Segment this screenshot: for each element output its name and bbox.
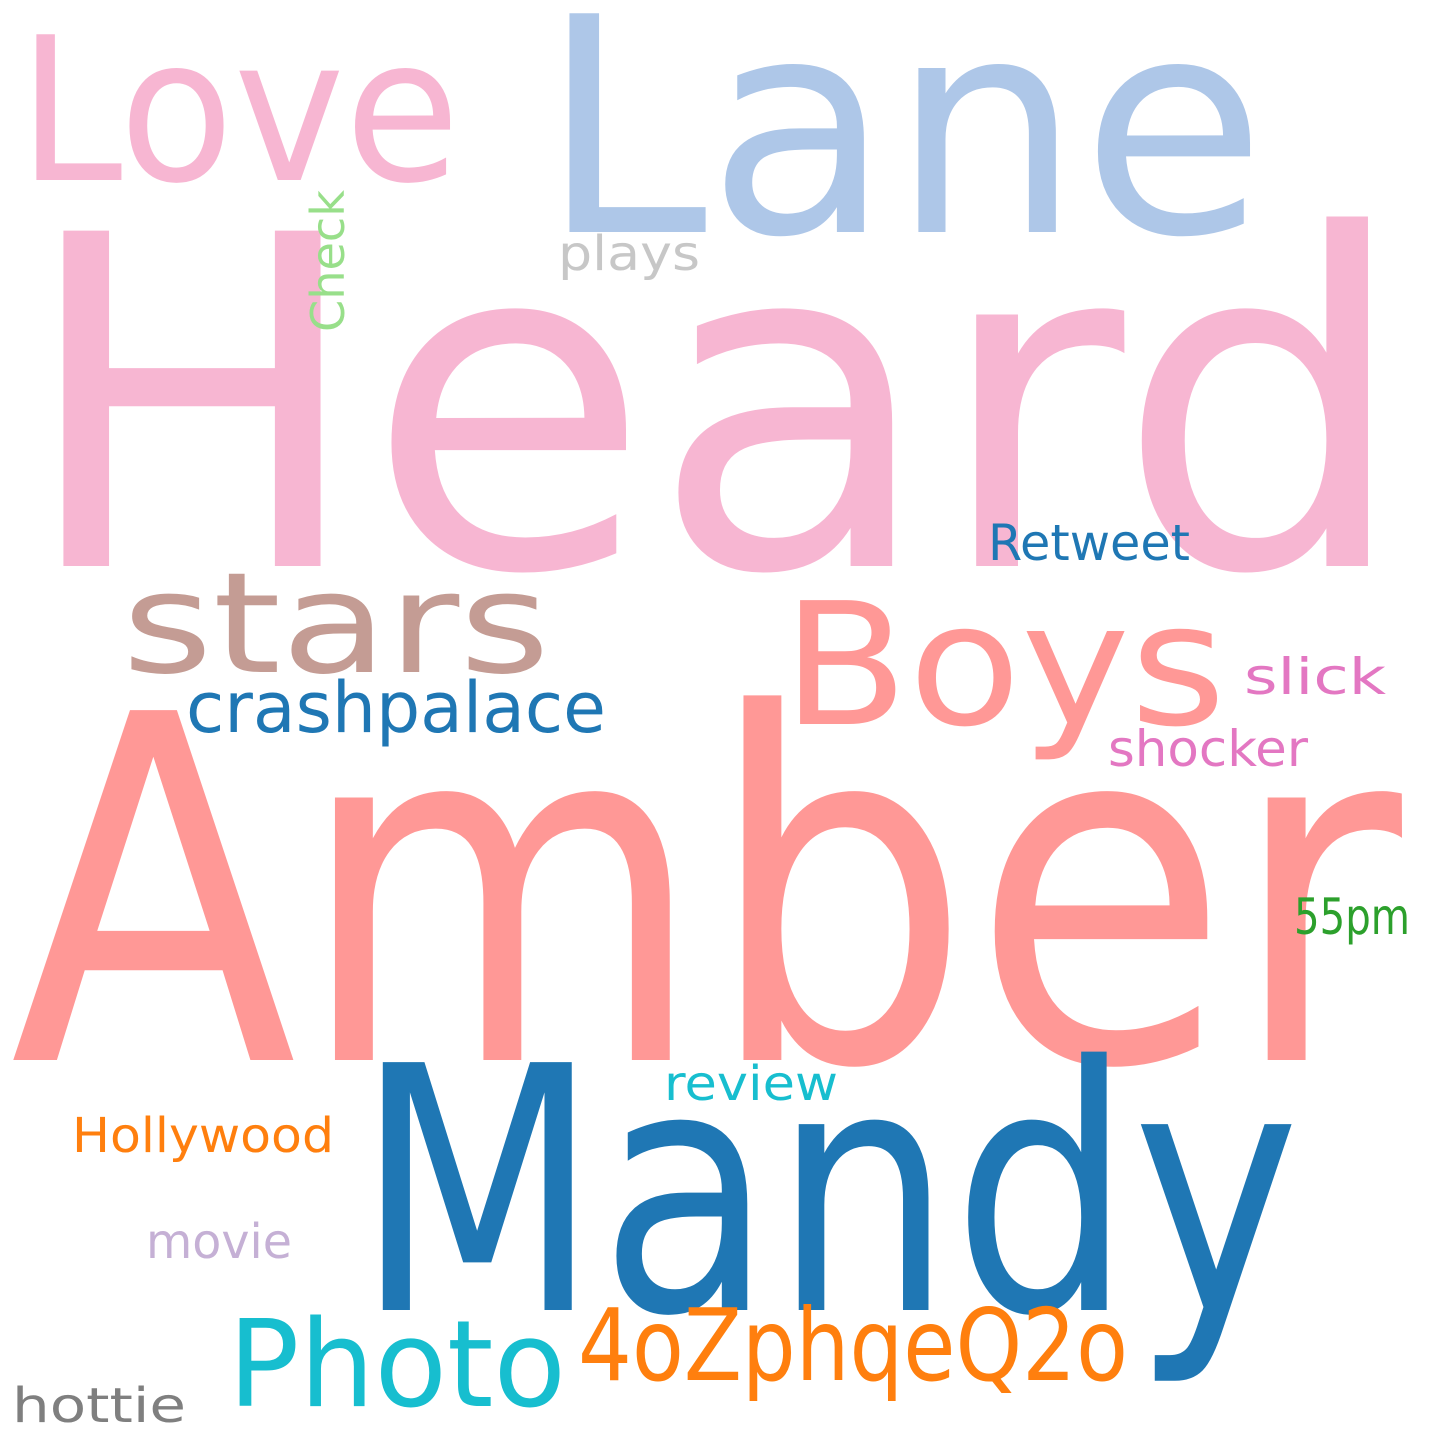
word-hottie: hottie: [12, 1378, 186, 1434]
word-check: Check: [301, 190, 355, 332]
word-crashpalace: crashpalace: [186, 667, 606, 749]
word-amber: Amber: [10, 615, 1407, 1174]
word-retweet: Retweet: [988, 514, 1190, 572]
word-55pm: 55pm: [1294, 888, 1410, 946]
word-review: review: [664, 1056, 838, 1112]
word-slick: slick: [1244, 648, 1386, 706]
word-boys: Boys: [782, 567, 1226, 765]
word-heard: Heard: [18, 140, 1410, 675]
word-love: Love: [18, 0, 460, 228]
word-photo: Photo: [228, 1296, 566, 1435]
word-stars: stars: [122, 543, 550, 706]
word-mandy: Mandy: [355, 995, 1300, 1391]
word-shocker: shocker: [1108, 720, 1308, 778]
word-4ozphqeq2o: 4oZphqeQ2o: [578, 1287, 1128, 1404]
word-plays: plays: [558, 226, 700, 282]
word-hollywood: Hollywood: [72, 1108, 334, 1164]
word-lane: Lane: [540, 0, 1266, 303]
word-movie: movie: [146, 1214, 292, 1270]
